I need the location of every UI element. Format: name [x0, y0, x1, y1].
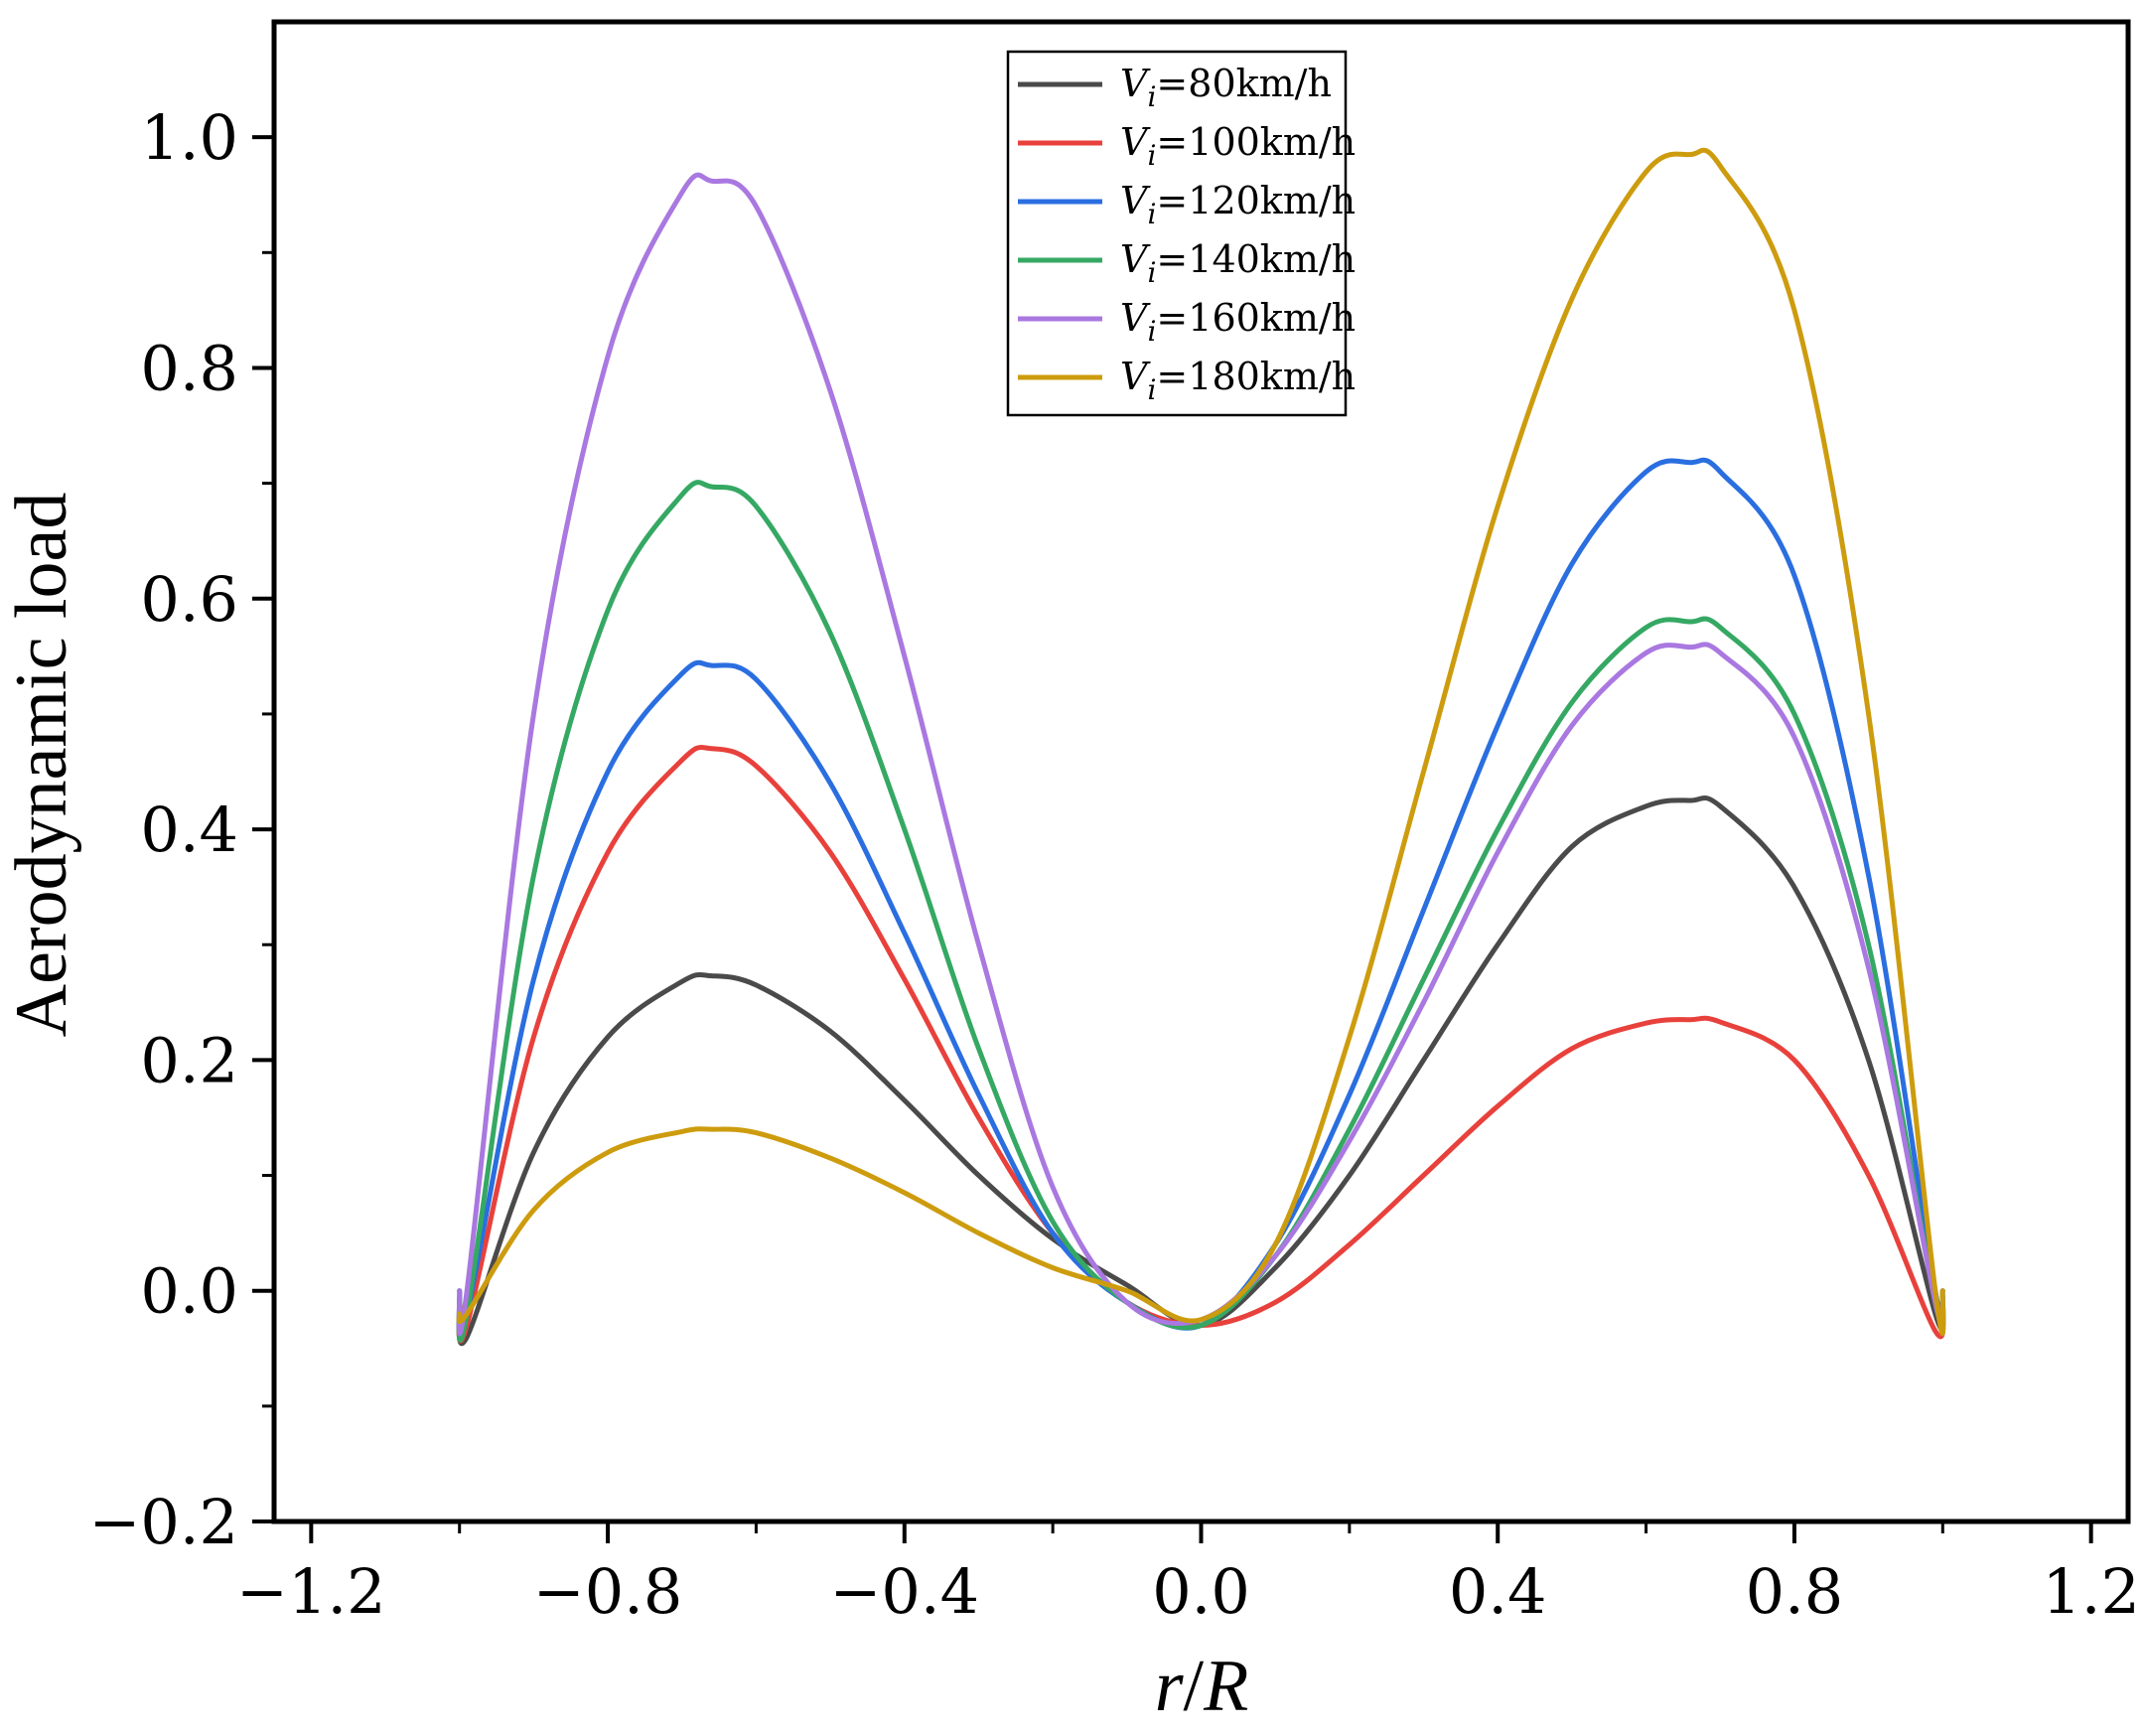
y-tick-label: 0.2 [140, 1024, 238, 1096]
series-line-3 [456, 457, 1946, 1336]
y-tick-label: −0.2 [88, 1486, 238, 1558]
legend: Vi=80km/h Vi=100km/h Vi=120km/h Vi=140km/h V… [1006, 50, 1356, 417]
x-tick-label: 0.0 [1152, 1555, 1250, 1628]
y-tick-label: 0.0 [140, 1255, 238, 1328]
legend-label: Vi=180km/h [1120, 355, 1356, 406]
series-layer [456, 147, 1946, 1347]
y-tick-label: 0.6 [140, 563, 238, 636]
x-axis: −1.2 −0.8 −0.4 0.0 0.4 0.8 1.2 [236, 1521, 2140, 1628]
x-tick-label: 0.8 [1746, 1555, 1844, 1628]
y-tick-label: 1.0 [140, 101, 238, 174]
x-tick-label: −1.2 [236, 1555, 386, 1628]
legend-box [1006, 50, 1348, 417]
x-tick-label: −0.8 [533, 1555, 683, 1628]
series-line-6 [456, 147, 1946, 1337]
x-tick-label: 1.2 [2042, 1555, 2140, 1628]
y-axis-title: Aerodynamic load [1, 493, 82, 1038]
y-tick-label: 0.4 [140, 794, 238, 866]
series-line-1 [456, 795, 1946, 1347]
y-tick-label: 0.8 [140, 332, 238, 404]
legend-label: Vi=100km/h [1120, 120, 1356, 172]
series-line-4 [456, 480, 1946, 1343]
legend-label: Vi=120km/h [1120, 179, 1356, 230]
legend-label: Vi=160km/h [1120, 296, 1356, 348]
legend-label: Vi=80km/h [1120, 62, 1332, 113]
x-tick-label: 0.4 [1449, 1555, 1547, 1628]
legend-label: Vi=140km/h [1120, 237, 1356, 289]
x-axis-title: r/R [1155, 1646, 1249, 1727]
series-line-2 [456, 744, 1946, 1344]
x-tick-label: −0.4 [829, 1555, 979, 1628]
y-axis: −0.2 0.0 0.2 0.4 0.6 0.8 1.0 [88, 101, 274, 1558]
